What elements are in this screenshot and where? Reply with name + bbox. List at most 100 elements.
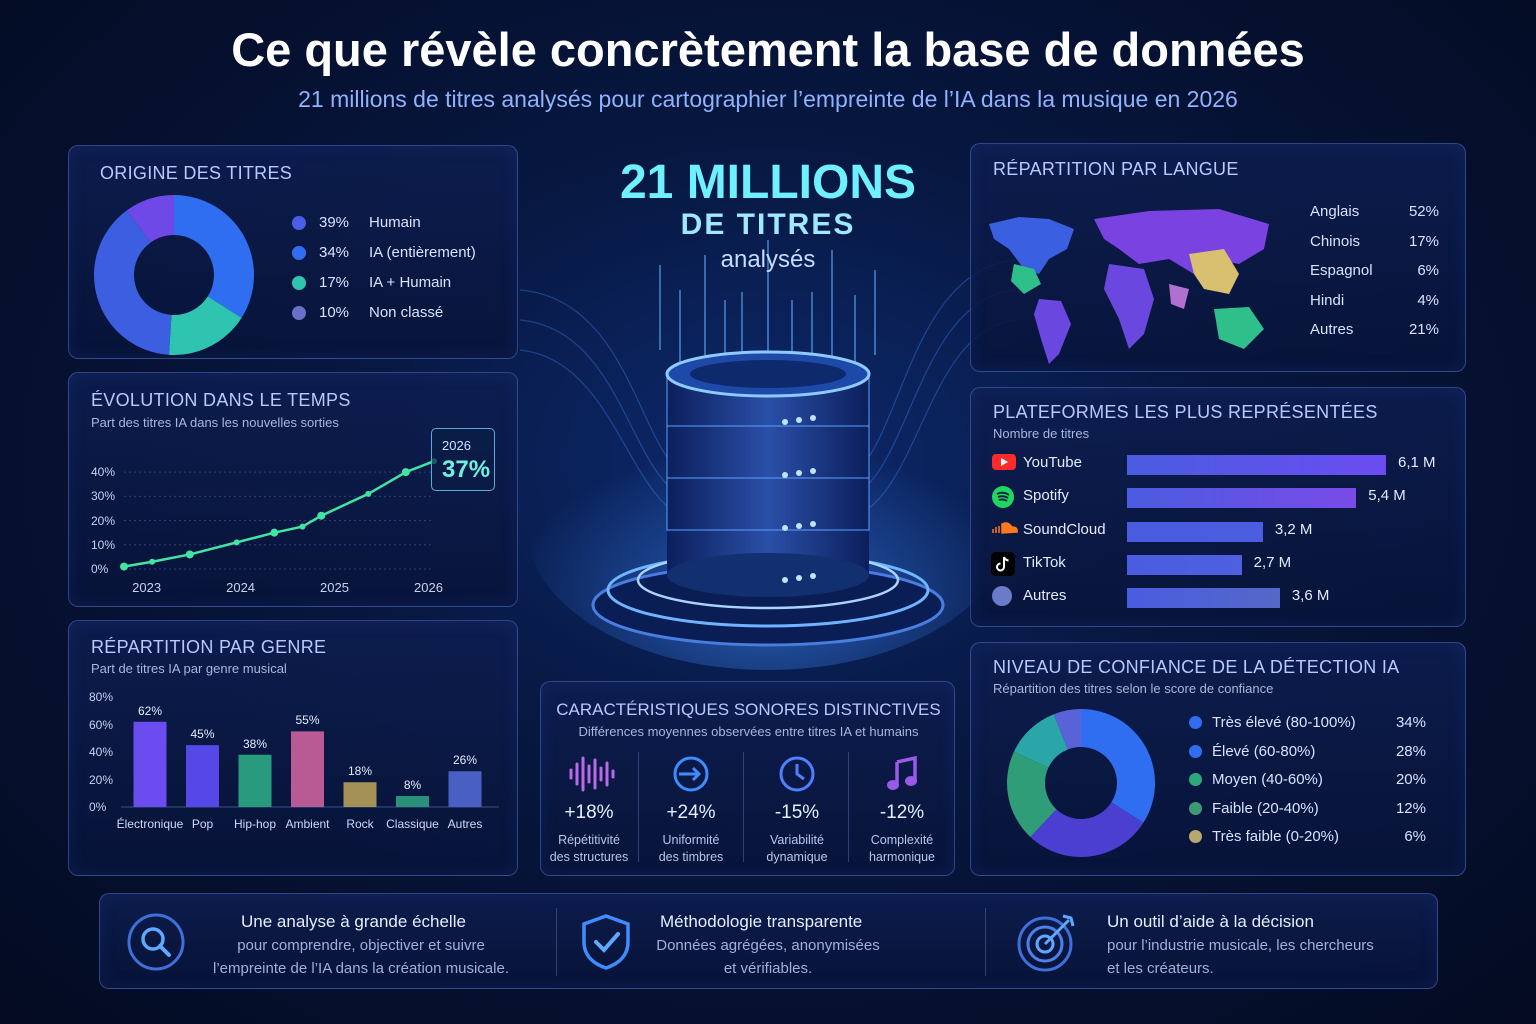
data-point-3 bbox=[233, 539, 240, 546]
category-label-0: Électronique bbox=[116, 817, 184, 831]
waveform-icon bbox=[569, 756, 615, 792]
genre-title: RÉPARTITION PAR GENRE bbox=[91, 637, 327, 657]
category-label-5: Classique bbox=[386, 817, 439, 831]
platform-name-0: YouTube bbox=[1023, 454, 1082, 471]
x-tick-3: 2026 bbox=[414, 580, 443, 595]
confidence-subtitle: Répartition des titres selon le score de… bbox=[993, 681, 1274, 696]
bar-6 bbox=[448, 771, 482, 807]
spotify-icon bbox=[991, 485, 1019, 509]
language-name-3: Hindi bbox=[1310, 291, 1345, 309]
footer-title-3: Un outil d’aide à la décision bbox=[1107, 912, 1314, 931]
platform-value-4: 3,6 M bbox=[1291, 587, 1330, 605]
genre-subtitle: Part de titres IA par genre musical bbox=[91, 661, 287, 676]
data-point-2 bbox=[185, 550, 194, 559]
platform-value-3: 2,7 M bbox=[1253, 553, 1292, 571]
search-icon bbox=[127, 913, 185, 971]
world-map-illustration bbox=[989, 209, 1269, 364]
footer-desc-3: pour l’industrie musicale, les chercheur… bbox=[1107, 937, 1374, 977]
feature-repetitivity: +18% Répétitivité des structures bbox=[549, 802, 629, 864]
donut-slice-1 bbox=[1030, 802, 1144, 857]
feature-variability: -15% Variabilité dynamique bbox=[766, 802, 828, 864]
category-label-3: Ambient bbox=[285, 817, 330, 831]
feature-complexity: -12% Complexité harmonique bbox=[868, 802, 935, 864]
y-tick-0: 0% bbox=[91, 562, 109, 576]
category-label-2: Hip-hop bbox=[233, 817, 277, 831]
genre-y-tick-1: 20% bbox=[89, 772, 114, 787]
confidence-value-2: 20% bbox=[1395, 771, 1426, 788]
confidence-donut-chart bbox=[1007, 709, 1155, 857]
language-value-0: 52% bbox=[1408, 203, 1439, 220]
bar-1 bbox=[186, 745, 219, 807]
platforms-title: PLATEFORMES LES PLUS REPRÉSENTÉES bbox=[993, 402, 1378, 422]
origin-panel: ORIGINE DES TITRES 39% Humain 34% IA (entiè… bbox=[68, 145, 518, 359]
features-panel: CARACTÉRISTIQUES SONORES DISTINCTIVES Di… bbox=[540, 681, 955, 876]
tiktok-icon bbox=[991, 551, 1019, 576]
language-name-4: Autres bbox=[1310, 321, 1354, 338]
confidence-dot-3 bbox=[1189, 801, 1202, 815]
footer-desc-1: pour comprendre, objectiver et suivre l’e… bbox=[213, 937, 509, 977]
youtube-icon bbox=[991, 452, 1019, 476]
bar-label-4: 18% bbox=[347, 764, 373, 779]
legend-dot-1 bbox=[292, 246, 306, 260]
y-tick-3: 30% bbox=[91, 489, 116, 504]
language-name-1: Chinois bbox=[1310, 232, 1361, 250]
legend-value-0: 39% bbox=[319, 214, 350, 231]
platform-value-2: 3,2 M bbox=[1274, 520, 1313, 538]
legend-name-0: Humain bbox=[369, 214, 421, 231]
platform-value-1: 5,4 M bbox=[1368, 487, 1406, 505]
features-title: CARACTÉRISTIQUES SONORES DISTINCTIVES bbox=[556, 700, 941, 719]
platforms-subtitle: Nombre de titres bbox=[993, 426, 1090, 441]
category-label-1: Pop bbox=[191, 817, 214, 831]
page-subtitle: 21 millions de titres analysés pour cart… bbox=[298, 86, 1238, 112]
hero-section: 21 MILLIONS DE TITRES analysés bbox=[520, 150, 1016, 670]
confidence-name-1: Élevé (60-80%) bbox=[1212, 742, 1316, 760]
callout-box: 2026 37% bbox=[431, 428, 495, 491]
bar-5 bbox=[396, 796, 429, 807]
bar-2 bbox=[238, 754, 272, 807]
genre-bar-chart bbox=[121, 721, 499, 808]
confidence-name-2: Moyen (40-60%) bbox=[1212, 771, 1323, 788]
platform-bar-1 bbox=[1127, 488, 1357, 509]
legend-name-1: IA (entièrement) bbox=[369, 244, 476, 261]
legend-value-1: 34% bbox=[319, 244, 350, 261]
bar-label-5: 8% bbox=[403, 778, 422, 792]
database-illustration bbox=[520, 240, 1016, 670]
donut-slice-1 bbox=[168, 296, 242, 355]
data-point-0 bbox=[120, 562, 128, 571]
hero-line2: DE TITRES bbox=[680, 208, 856, 241]
page-title: Ce que révèle concrètement la base de do… bbox=[231, 23, 1305, 76]
language-value-2: 6% bbox=[1417, 262, 1439, 279]
target-icon bbox=[1017, 914, 1075, 972]
genre-panel: RÉPARTITION PAR GENRE Part de titres IA … bbox=[68, 620, 518, 876]
legend-dot-0 bbox=[292, 216, 306, 230]
hero-count: 21 MILLIONS bbox=[619, 156, 917, 209]
data-point-6 bbox=[317, 511, 326, 520]
data-point-5 bbox=[299, 523, 306, 530]
language-name-2: Espagnol bbox=[1310, 262, 1373, 279]
confidence-name-4: Très faible (0-20%) bbox=[1212, 828, 1339, 845]
data-point-4 bbox=[270, 528, 279, 537]
clock-icon bbox=[779, 756, 815, 792]
other-platform-icon bbox=[991, 585, 1019, 609]
confidence-name-3: Faible (20-40%) bbox=[1212, 799, 1319, 817]
platform-name-2: SoundCloud bbox=[1023, 520, 1106, 538]
evolution-panel: ÉVOLUTION DANS LE TEMPS Part des titres … bbox=[68, 372, 518, 607]
donut-slice-2 bbox=[94, 210, 172, 355]
footer-desc-2: Données agrégées, anonymisées et vérifiab… bbox=[656, 937, 880, 977]
x-tick-1: 2024 bbox=[226, 580, 256, 595]
confidence-title: NIVEAU DE CONFIANCE DE LA DÉTECTION IA bbox=[993, 657, 1400, 677]
bar-4 bbox=[343, 782, 377, 807]
bar-label-3: 55% bbox=[295, 713, 320, 728]
confidence-dot-0 bbox=[1189, 716, 1202, 729]
footer-title-2: Méthodologie transparente bbox=[660, 912, 863, 931]
callout-value: 37% bbox=[442, 456, 491, 483]
origin-donut-chart bbox=[94, 195, 254, 355]
category-label-6: Autres bbox=[447, 817, 483, 831]
y-tick-2: 20% bbox=[91, 513, 116, 528]
donut-slice-0 bbox=[174, 195, 254, 318]
genre-y-tick-3: 60% bbox=[89, 717, 114, 732]
feature-uniformity: +24% Uniformité des timbres bbox=[658, 802, 724, 864]
donut-slice-4 bbox=[1053, 709, 1081, 750]
music-note-icon bbox=[887, 755, 917, 790]
category-label-4: Rock bbox=[346, 817, 374, 831]
